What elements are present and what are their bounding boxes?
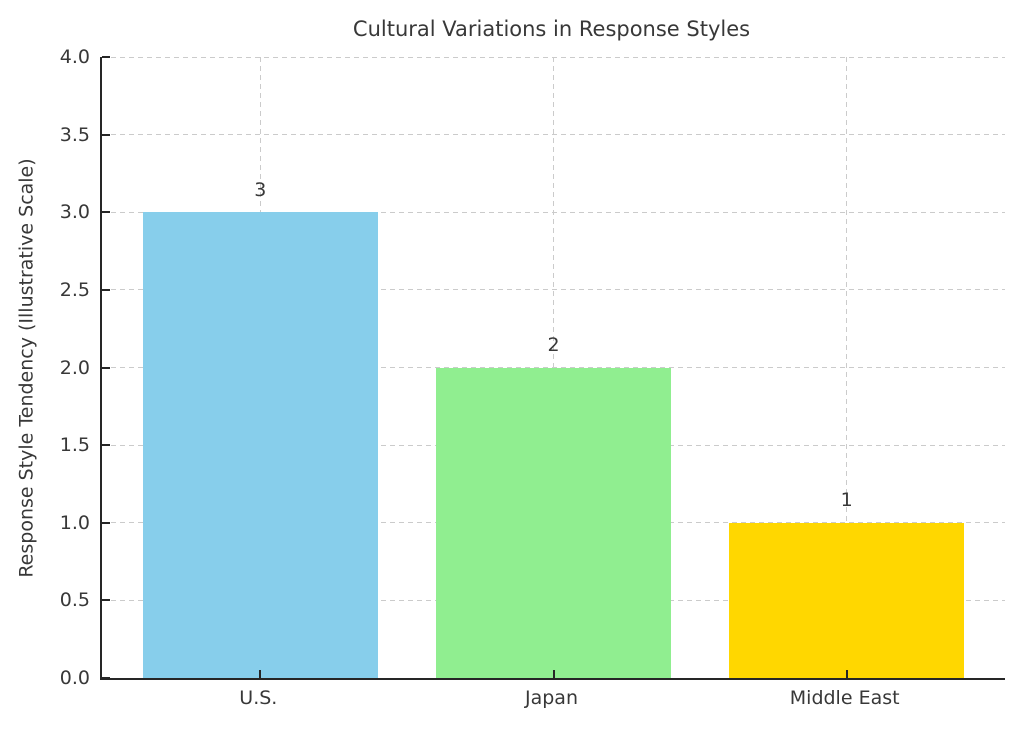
- y-tick-mark: [102, 133, 110, 136]
- plot-area: 3 2 1: [100, 56, 1005, 680]
- bar-value-label: 3: [254, 178, 267, 201]
- x-gridline: [846, 57, 848, 678]
- x-tick-mark: [259, 670, 262, 678]
- y-tick-label: 4.0: [59, 46, 90, 68]
- x-tick-mark: [552, 670, 555, 678]
- x-tick-label: Middle East: [789, 687, 900, 709]
- y-tick-mark: [102, 521, 110, 524]
- bar-value-label: 1: [840, 489, 853, 512]
- y-tick-label: 3.0: [59, 201, 90, 224]
- x-tick-label: U.S.: [239, 687, 278, 709]
- y-tick-mark: [102, 56, 110, 58]
- y-tick-mark: [102, 366, 110, 369]
- bar-middle-east: [729, 522, 964, 678]
- y-tick-mark: [102, 288, 110, 291]
- y-tick-label: 2.0: [59, 356, 90, 379]
- y-tick-label: 0.5: [59, 589, 90, 612]
- y-tick-label: 1.0: [59, 511, 90, 534]
- y-tick-mark: [102, 211, 110, 214]
- bar-u-s: [143, 212, 378, 678]
- y-tick-label: 1.5: [59, 434, 90, 457]
- y-tick-mark: [102, 599, 110, 602]
- y-tick-label: 3.5: [59, 123, 90, 146]
- y-tick-label: 0.0: [59, 667, 90, 689]
- bar-japan: [436, 367, 671, 678]
- y-tick-label: 2.5: [59, 278, 90, 301]
- x-tick-label: Japan: [525, 687, 578, 709]
- x-tick-mark: [845, 670, 848, 678]
- chart-title: Cultural Variations in Response Styles: [352, 17, 751, 41]
- y-tick-mark: [102, 677, 110, 679]
- y-tick-mark: [102, 444, 110, 447]
- bar-value-label: 2: [547, 333, 560, 356]
